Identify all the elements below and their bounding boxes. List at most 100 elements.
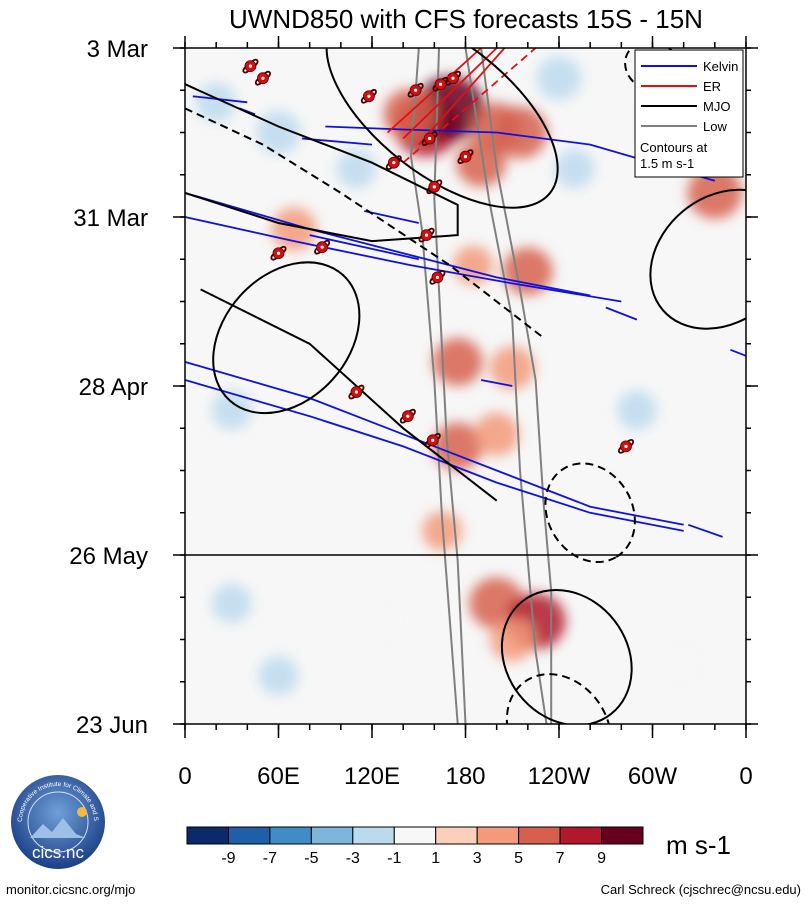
tropical-cyclone-icon: [270, 245, 287, 261]
mjo-contour: [185, 83, 459, 243]
legend-box: [634, 49, 744, 178]
kelvin-contour: [325, 125, 716, 182]
anomaly-patch: [616, 390, 657, 430]
logo-inner-ring: [27, 791, 89, 853]
mjo-contour: [325, 48, 559, 209]
cyclone-center: [624, 444, 628, 448]
y-tick-label: 28 Apr: [79, 374, 148, 401]
y-axis: 3 Mar 31 Mar 28 Apr 26 May 23 Jun: [69, 36, 758, 739]
tropical-cyclone-markers: [242, 58, 635, 454]
mjo-contour: [185, 107, 545, 339]
cyclone-arm: [427, 227, 435, 235]
kelvin-contour: [185, 216, 622, 303]
kelvin-contour: [309, 234, 419, 261]
cyclone-center: [354, 390, 359, 394]
cyclone-arm: [348, 392, 355, 400]
logo-text: cics.nc: [32, 843, 84, 862]
anomaly-patch: [474, 412, 520, 457]
cyclone-arm: [627, 438, 635, 447]
x-axis: 0 60E 120E 180 120W 60W 0: [178, 36, 753, 790]
cyclone-center: [432, 185, 436, 189]
legend-note: Contours at: [640, 140, 708, 155]
cyclone-center: [428, 136, 432, 141]
y-tick-label: 23 Jun: [76, 712, 148, 739]
cyclone-arm: [370, 88, 377, 97]
cyclone-arm: [323, 239, 331, 247]
logo-sun: [77, 807, 87, 817]
anomaly-patch: [489, 617, 535, 662]
cyclone-arm: [438, 269, 446, 278]
legend-label-kelvin: Kelvin: [703, 59, 738, 74]
cyclone-arm: [409, 408, 416, 416]
tropical-cyclone-icon: [254, 70, 271, 86]
cyclone-arm: [314, 247, 321, 255]
colorbar-bin: [518, 826, 561, 845]
cyclone-arm: [399, 416, 407, 424]
x-tick-label: 0: [739, 763, 752, 790]
cyclone-center: [320, 245, 324, 249]
tropical-cyclone-icon: [348, 384, 365, 400]
cyclone-arm: [242, 66, 250, 74]
cyclone-arm: [264, 70, 271, 78]
cyclone-center: [276, 251, 281, 255]
low-frequency-contour: [433, 48, 467, 724]
cyclone-arm: [395, 155, 402, 163]
legend-note: 1.5 m s-1: [640, 156, 694, 171]
x-tick-label: 120E: [344, 763, 400, 790]
low-frequency-contour: [480, 48, 553, 724]
tropical-cyclone-icon: [617, 438, 635, 454]
x-tick-label: 60E: [257, 763, 300, 790]
cyclone-arm: [457, 156, 465, 165]
logo-mountains: [30, 818, 86, 838]
colorbar-bin: [393, 826, 437, 845]
colorbar-label: -1: [387, 850, 401, 867]
cyclone-arm: [435, 179, 443, 187]
x-tick-label: 120W: [528, 763, 591, 790]
legend-label-low: Low: [703, 119, 727, 134]
colorbar-label: 3: [473, 850, 482, 867]
y-tick-label: 26 May: [69, 543, 148, 570]
colorbar-bin: [310, 826, 354, 845]
cyclone-center: [431, 438, 435, 442]
colorbar-bin: [435, 826, 478, 845]
anomaly-patch: [211, 390, 252, 430]
cyclone-arm: [418, 235, 426, 243]
cyclone-center: [435, 275, 440, 279]
anomaly-patch: [258, 656, 299, 696]
legend: Kelvin ER MJO Low Contours at1.5 m s-1: [634, 49, 744, 178]
kelvin-contour: [688, 523, 723, 538]
tropical-cyclone-icon: [399, 408, 416, 424]
chart-title: UWND850 with CFS forecasts 15S - 15N: [229, 4, 703, 34]
cyclone-center: [463, 155, 468, 159]
anomaly-patch: [370, 603, 406, 639]
cyclone-arm: [357, 384, 365, 392]
cyclone-arm: [431, 131, 438, 139]
cyclone-arm: [279, 245, 287, 253]
cyclone-arm: [432, 84, 440, 92]
mjo-contour: [649, 188, 746, 330]
cyclone-arm: [617, 446, 625, 454]
er-contour: [402, 48, 498, 140]
anomaly-patch: [383, 88, 439, 141]
cyclone-center: [438, 82, 443, 86]
tropical-cyclone-icon: [385, 155, 402, 171]
footer-url[interactable]: monitor.cicsnc.org/mjo: [6, 882, 136, 897]
cics-nc-logo: Cooperative Institute for Climate and Sa…: [6, 767, 108, 872]
anomaly-patch: [196, 82, 237, 122]
footer-credit: Carl Schreck (cjschrec@ncsu.edu): [600, 882, 801, 897]
colorbar-label: -7: [263, 850, 277, 867]
cyclone-center: [367, 94, 371, 98]
er-contour: [402, 48, 537, 164]
tropical-cyclone-icon: [314, 239, 331, 255]
colorbar-bin: [476, 826, 520, 845]
cyclone-arm: [417, 82, 424, 90]
kelvin-contour: [364, 210, 419, 224]
cyclone-arm: [360, 96, 368, 104]
legend-label-mjo: MJO: [703, 99, 730, 114]
anomaly-patch: [432, 338, 483, 386]
cyclone-arm: [421, 138, 429, 146]
colorbar-label: 7: [556, 850, 565, 867]
cyclone-center: [414, 88, 418, 92]
colorbar-bin: [352, 826, 395, 845]
